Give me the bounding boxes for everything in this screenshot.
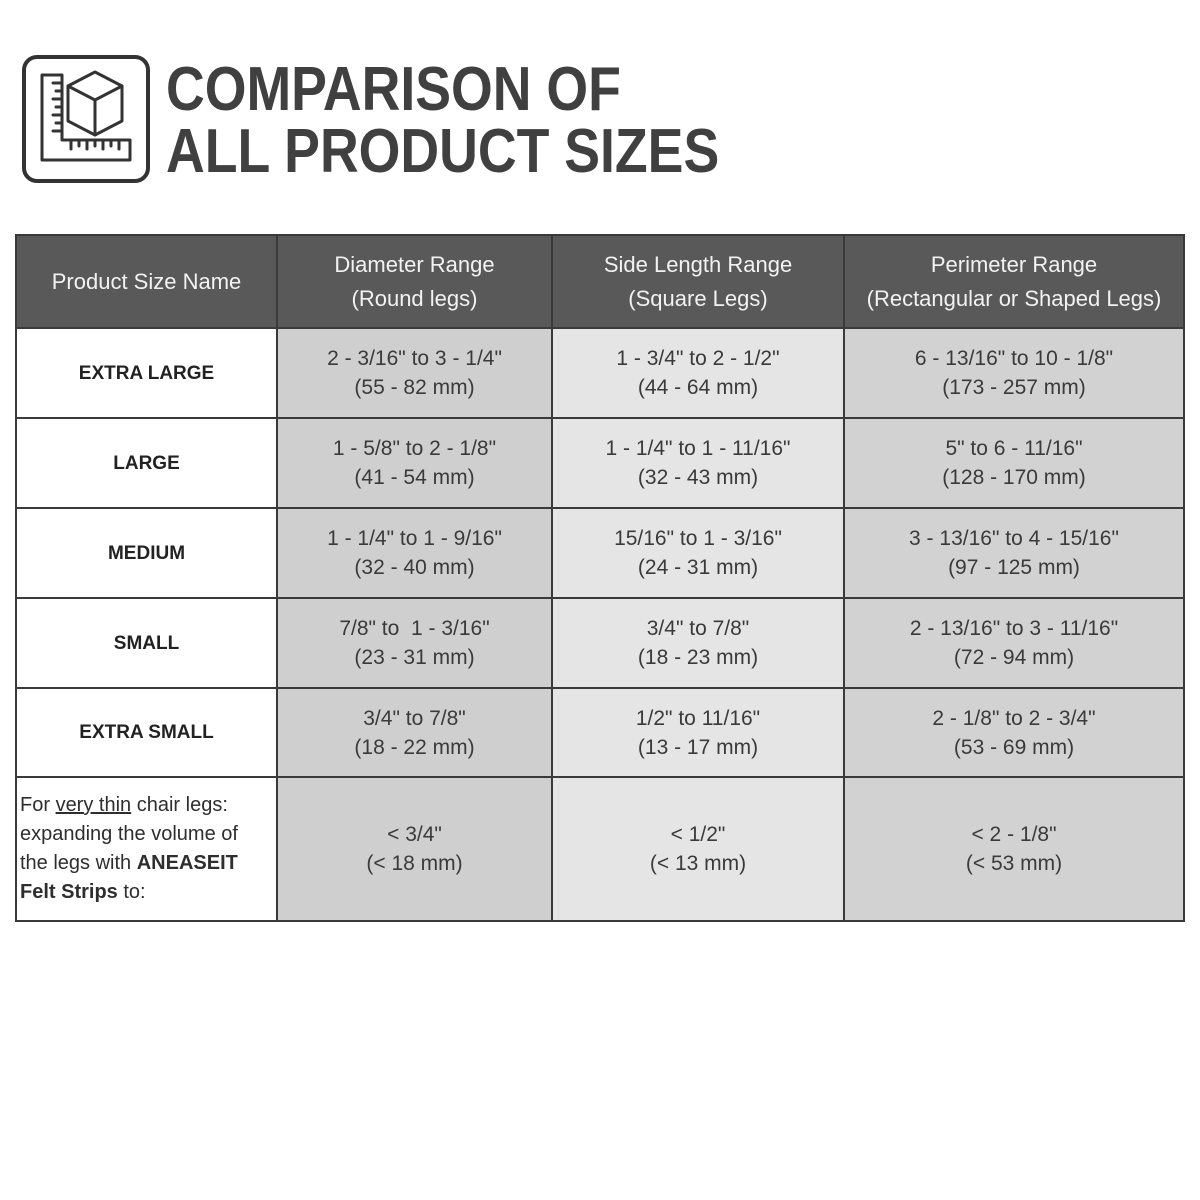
header-subtitle: (Square Legs) bbox=[628, 285, 768, 311]
perimeter-cell: 5" to 6 - 11/16" (128 - 170 mm) bbox=[845, 419, 1183, 507]
side-length-cell: 15/16" to 1 - 3/16" (24 - 31 mm) bbox=[553, 509, 843, 597]
perimeter-mm: (173 - 257 mm) bbox=[942, 376, 1086, 399]
perimeter-mm: (128 - 170 mm) bbox=[942, 466, 1086, 489]
diameter-cell: 1 - 1/4" to 1 - 9/16" (32 - 40 mm) bbox=[278, 509, 551, 597]
diameter-inches: 1 - 1/4" to 1 - 9/16" bbox=[327, 527, 502, 550]
side-mm: (< 13 mm) bbox=[649, 852, 747, 875]
perimeter-cell: 2 - 1/8" to 2 - 3/4" (53 - 69 mm) bbox=[845, 689, 1183, 776]
header-title: Side Length Range bbox=[603, 251, 793, 277]
perimeter-mm: (72 - 94 mm) bbox=[953, 646, 1075, 669]
perimeter-mm: (< 53 mm) bbox=[965, 852, 1063, 875]
size-name-cell: EXTRA SMALL bbox=[17, 689, 276, 776]
diameter-cell: 3/4" to 7/8" (18 - 22 mm) bbox=[278, 689, 551, 776]
side-inches: 3/4" to 7/8" bbox=[646, 617, 750, 640]
side-inches: < 1/2" bbox=[670, 823, 726, 846]
side-inches: 1 - 3/4" to 2 - 1/2" bbox=[616, 347, 780, 370]
diameter-mm: (18 - 22 mm) bbox=[354, 735, 475, 759]
size-name-cell: LARGE bbox=[17, 419, 276, 507]
note-underlined-text: very thin bbox=[55, 794, 132, 816]
side-mm: (44 - 64 mm) bbox=[637, 376, 759, 399]
note-text: to: bbox=[123, 881, 146, 903]
perimeter-inches: 2 - 13/16" to 3 - 11/16" bbox=[909, 617, 1119, 640]
thin-legs-note-cell: For very thin chair legs: expanding the … bbox=[17, 778, 276, 920]
note-line: the legs with ANEASEIT bbox=[20, 849, 238, 878]
header-title: Diameter Range bbox=[334, 251, 495, 277]
note-text: the legs with bbox=[20, 852, 132, 874]
perimeter-inches: 2 - 1/8" to 2 - 3/4" bbox=[932, 706, 1096, 730]
header-title: Perimeter Range bbox=[930, 251, 1098, 277]
size-label: SMALL bbox=[113, 632, 180, 654]
diameter-mm: (41 - 54 mm) bbox=[354, 466, 475, 489]
side-inches: 1/2" to 11/16" bbox=[635, 706, 761, 730]
perimeter-cell: < 2 - 1/8" (< 53 mm) bbox=[845, 778, 1183, 920]
diameter-inches: 1 - 5/8" to 2 - 1/8" bbox=[332, 437, 497, 460]
diameter-cell: 7/8" to 1 - 3/16" (23 - 31 mm) bbox=[278, 599, 551, 687]
side-mm: (32 - 43 mm) bbox=[637, 466, 759, 489]
diameter-mm: (23 - 31 mm) bbox=[354, 646, 475, 669]
side-mm: (24 - 31 mm) bbox=[637, 556, 759, 579]
diameter-cell: < 3/4" (< 18 mm) bbox=[278, 778, 551, 920]
header-perimeter-range: Perimeter Range (Rectangular or Shaped L… bbox=[845, 236, 1183, 327]
note-line: Felt Strips to: bbox=[20, 878, 146, 907]
size-name-cell: MEDIUM bbox=[17, 509, 276, 597]
perimeter-inches: < 2 - 1/8" bbox=[971, 823, 1057, 846]
ruler-and-cube-icon bbox=[22, 55, 150, 183]
header-label: Product Size Name bbox=[51, 268, 242, 294]
size-label: LARGE bbox=[113, 452, 180, 474]
size-label: MEDIUM bbox=[107, 542, 186, 564]
side-inches: 15/16" to 1 - 3/16" bbox=[614, 527, 782, 550]
perimeter-cell: 6 - 13/16" to 10 - 1/8" (173 - 257 mm) bbox=[845, 329, 1183, 417]
perimeter-inches: 3 - 13/16" to 4 - 15/16" bbox=[909, 527, 1119, 550]
diameter-mm: (< 18 mm) bbox=[366, 852, 463, 875]
diameter-mm: (32 - 40 mm) bbox=[354, 556, 475, 579]
title-line-1: COMPARISON OF bbox=[166, 55, 621, 124]
diameter-inches: < 3/4" bbox=[387, 823, 442, 846]
header-diameter-range: Diameter Range (Round legs) bbox=[278, 236, 551, 327]
size-comparison-table: Product Size Name Diameter Range (Round … bbox=[15, 234, 1185, 922]
note-text: chair legs: bbox=[136, 794, 228, 816]
note-product-name: Felt Strips bbox=[20, 881, 118, 903]
page-title: COMPARISON OF ALL PRODUCT SIZES bbox=[166, 59, 719, 183]
perimeter-inches: 5" to 6 - 11/16" bbox=[945, 437, 1083, 460]
perimeter-mm: (97 - 125 mm) bbox=[948, 556, 1080, 579]
side-length-cell: < 1/2" (< 13 mm) bbox=[553, 778, 843, 920]
size-label: EXTRA SMALL bbox=[79, 722, 214, 743]
perimeter-mm: (53 - 69 mm) bbox=[953, 735, 1075, 759]
diameter-inches: 3/4" to 7/8" bbox=[363, 706, 466, 730]
side-length-cell: 3/4" to 7/8" (18 - 23 mm) bbox=[553, 599, 843, 687]
diameter-inches: 7/8" to 1 - 3/16" bbox=[339, 617, 490, 640]
size-label: EXTRA LARGE bbox=[78, 362, 215, 384]
side-mm: (13 - 17 mm) bbox=[637, 735, 759, 759]
perimeter-cell: 3 - 13/16" to 4 - 15/16" (97 - 125 mm) bbox=[845, 509, 1183, 597]
header-subtitle: (Round legs) bbox=[351, 285, 478, 311]
size-name-cell: SMALL bbox=[17, 599, 276, 687]
size-name-cell: EXTRA LARGE bbox=[17, 329, 276, 417]
side-mm: (18 - 23 mm) bbox=[637, 646, 759, 669]
side-length-cell: 1/2" to 11/16" (13 - 17 mm) bbox=[553, 689, 843, 776]
note-line: For very thin chair legs: bbox=[20, 791, 228, 820]
perimeter-cell: 2 - 13/16" to 3 - 11/16" (72 - 94 mm) bbox=[845, 599, 1183, 687]
note-text: For bbox=[20, 794, 50, 816]
title-line-2: ALL PRODUCT SIZES bbox=[166, 117, 720, 186]
side-length-cell: 1 - 1/4" to 1 - 11/16" (32 - 43 mm) bbox=[553, 419, 843, 507]
perimeter-inches: 6 - 13/16" to 10 - 1/8" bbox=[914, 347, 1114, 370]
side-inches: 1 - 1/4" to 1 - 11/16" bbox=[605, 437, 791, 460]
diameter-mm: (55 - 82 mm) bbox=[354, 376, 475, 399]
header-product-size-name: Product Size Name bbox=[17, 236, 276, 327]
header-subtitle: (Rectangular or Shaped Legs) bbox=[866, 285, 1162, 311]
header-side-length-range: Side Length Range (Square Legs) bbox=[553, 236, 843, 327]
diameter-cell: 1 - 5/8" to 2 - 1/8" (41 - 54 mm) bbox=[278, 419, 551, 507]
diameter-inches: 2 - 3/16" to 3 - 1/4" bbox=[327, 347, 502, 370]
diameter-cell: 2 - 3/16" to 3 - 1/4" (55 - 82 mm) bbox=[278, 329, 551, 417]
note-brand-name: ANEASEIT bbox=[136, 852, 238, 874]
side-length-cell: 1 - 3/4" to 2 - 1/2" (44 - 64 mm) bbox=[553, 329, 843, 417]
note-text: expanding the volume of bbox=[20, 823, 238, 845]
note-line: expanding the volume of bbox=[20, 820, 238, 849]
